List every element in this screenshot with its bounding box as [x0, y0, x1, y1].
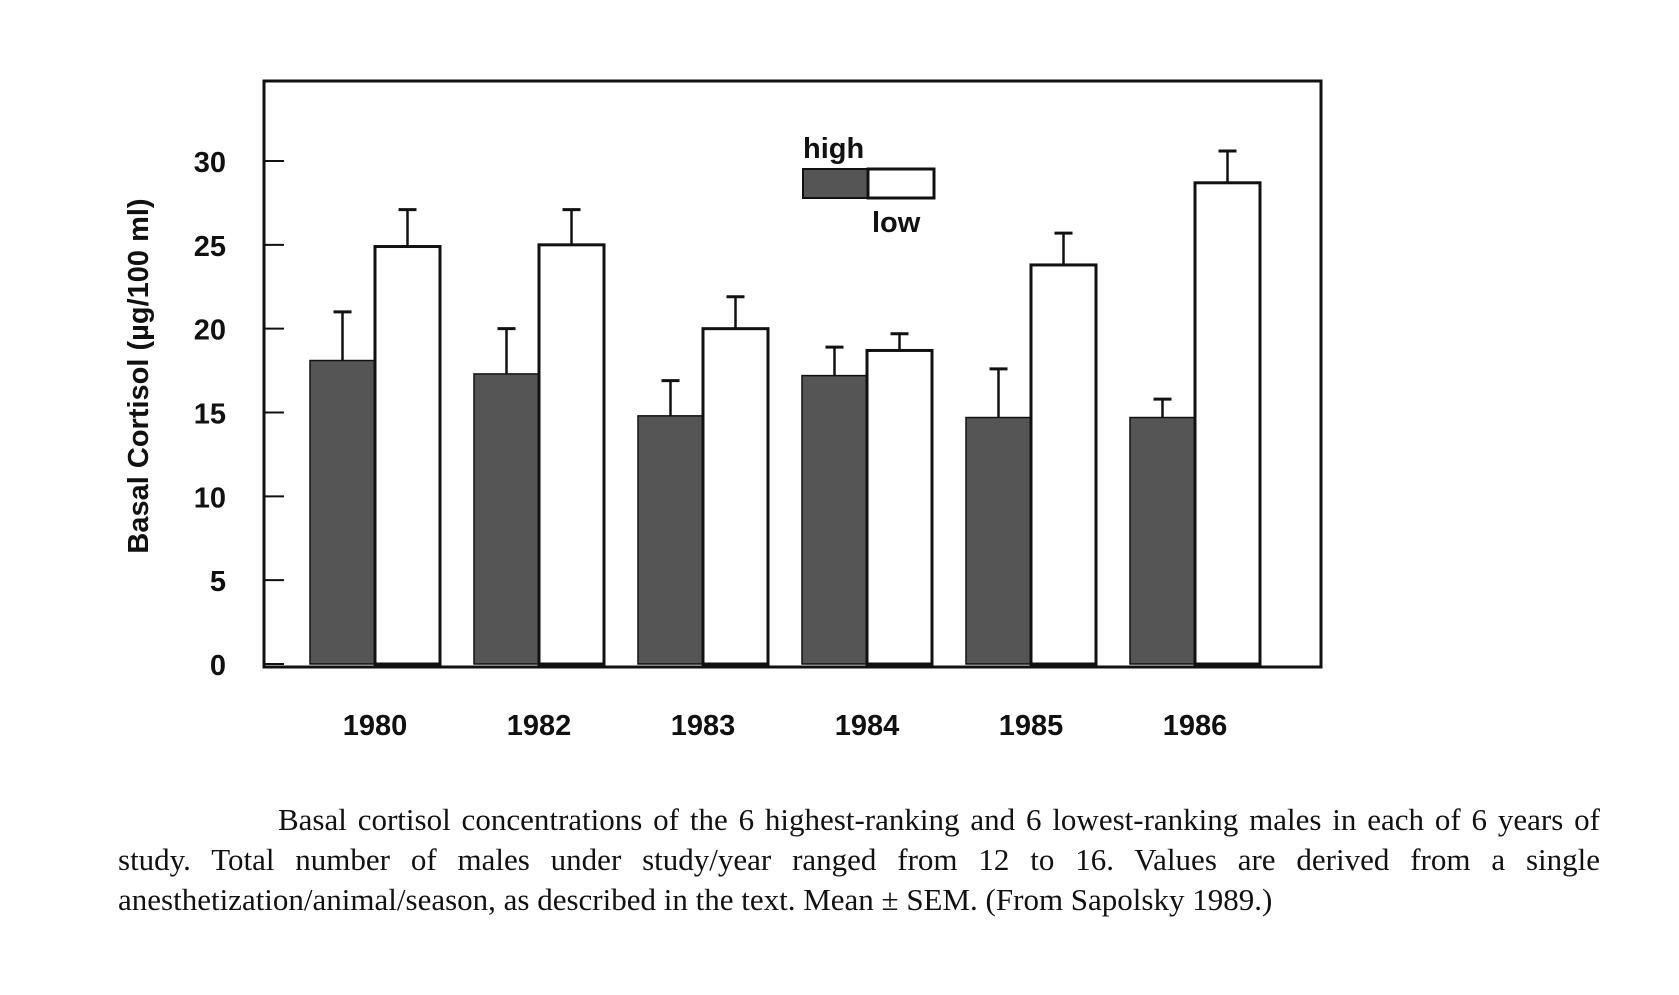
legend-label-low: low: [872, 207, 921, 239]
y-tick-label: 10: [194, 482, 226, 514]
bar-high-1982: [473, 373, 540, 665]
bar-high-1984: [801, 374, 868, 665]
x-tick-label: 1984: [835, 710, 900, 742]
y-axis: 0 5 10 15 20 25 30: [194, 147, 284, 682]
y-axis-label: Basal Cortisol (µg/100 ml): [123, 198, 155, 553]
bars: [309, 149, 1262, 666]
x-tick-label: 1982: [507, 710, 572, 742]
x-tick-label: 1986: [1163, 710, 1228, 742]
legend-label-high: high: [803, 133, 864, 165]
bar-low-1982: [537, 243, 606, 666]
bar-low-1986: [1193, 181, 1262, 666]
x-axis: 1980 1982 1983 1984 1985 1986: [343, 710, 1228, 742]
legend: high low: [802, 133, 936, 239]
x-tick-label: 1983: [671, 710, 736, 742]
bar-low-1983: [701, 327, 770, 666]
y-tick-label: 30: [194, 147, 226, 179]
bar-low-1980: [373, 245, 442, 666]
y-tick-label: 25: [194, 231, 226, 263]
x-tick-label: 1985: [999, 710, 1064, 742]
plot-frame: [262, 79, 1323, 669]
bar-high-1980: [309, 359, 376, 665]
bar-low-1984: [865, 348, 934, 666]
legend-swatch-high: [802, 168, 869, 199]
bar-high-1985: [965, 416, 1032, 665]
bar-high-1986: [1129, 416, 1196, 665]
y-tick-label: 0: [210, 650, 226, 682]
bar-low-1985: [1029, 263, 1098, 666]
y-tick-label: 15: [194, 399, 226, 431]
caption-text: Basal cortisol concentrations of the 6 h…: [118, 802, 1600, 917]
legend-swatch-low: [866, 167, 936, 200]
bar-high-1983: [637, 415, 704, 665]
figure-caption: Basal cortisol concentrations of the 6 h…: [118, 800, 1600, 920]
y-tick-label: 20: [194, 315, 226, 347]
y-tick-label: 5: [210, 566, 226, 598]
x-tick-label: 1980: [343, 710, 408, 742]
